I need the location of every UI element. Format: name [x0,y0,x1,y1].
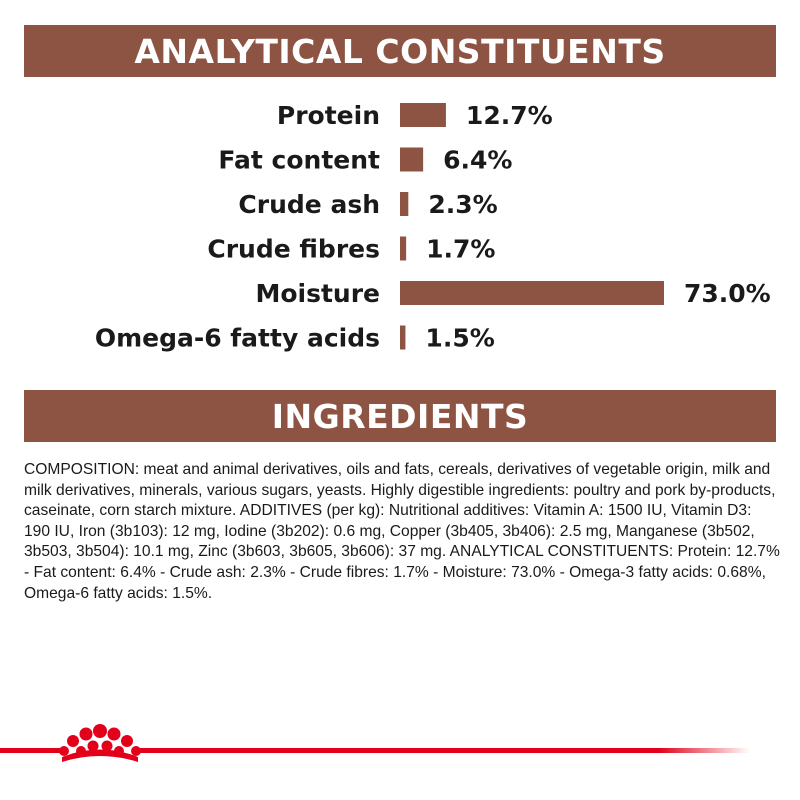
category-label-moisture: Moisture [255,279,380,308]
bar-protein [400,103,446,127]
bar-fat-content [400,147,424,172]
category-label-fat-content: Fat content [218,146,380,175]
analytical-constituents-header: ANALYTICAL CONSTITUENTS [24,25,776,77]
bar-crude-fibres [400,236,407,261]
category-label-crude-ash: Crude ash [238,190,380,219]
footer-red-line-left [0,748,60,753]
analytical-constituents-title: ANALYTICAL CONSTITUENTS [134,31,666,71]
category-label-protein: Protein [277,101,380,130]
bar-crude-ash [400,192,409,216]
ingredients-header: INGREDIENTS [24,390,776,442]
value-label-moisture: 73.0% [684,279,771,308]
value-label-crude-fibres: 1.7% [426,235,495,264]
category-label-omega-6-fatty-acids: Omega-6 fatty acids [95,324,380,353]
footer-red-line-right [140,748,750,753]
analytical-constituents-chart: Protein 12.7% Fat content 6.4% Crude ash 2.3%… [95,101,771,353]
royal-canin-crown-icon [59,724,141,762]
ingredients-title: INGREDIENTS [271,396,529,436]
composition-text: COMPOSITION: meat and animal derivatives… [24,461,780,602]
value-label-protein: 12.7% [466,101,553,130]
value-label-crude-ash: 2.3% [428,190,497,219]
category-label-crude-fibres: Crude fibres [207,235,380,264]
value-label-fat-content: 6.4% [443,146,512,175]
value-label-omega-6-fatty-acids: 1.5% [425,324,494,353]
bar-moisture [400,281,664,305]
bar-omega-6-fatty-acids [400,325,406,350]
